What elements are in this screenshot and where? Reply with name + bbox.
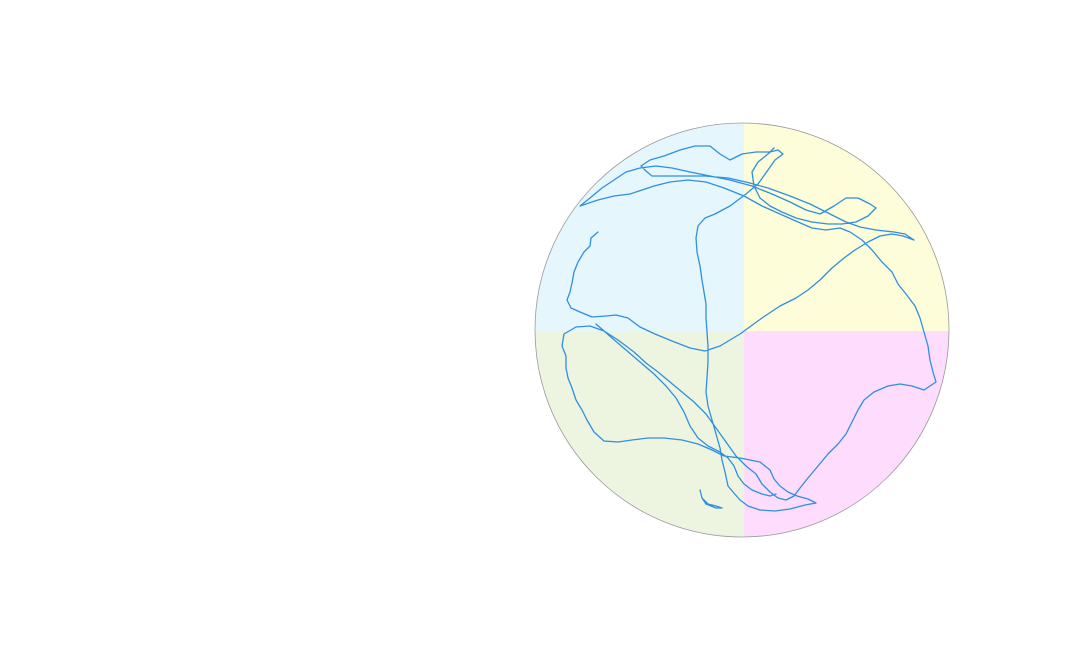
pool-rim: [534, 122, 950, 538]
quadrant-top-left: [535, 123, 744, 331]
trajectory-path: [561, 145, 937, 512]
quadrant-bottom-left: [535, 331, 744, 537]
swim-trajectory: [561, 145, 937, 512]
